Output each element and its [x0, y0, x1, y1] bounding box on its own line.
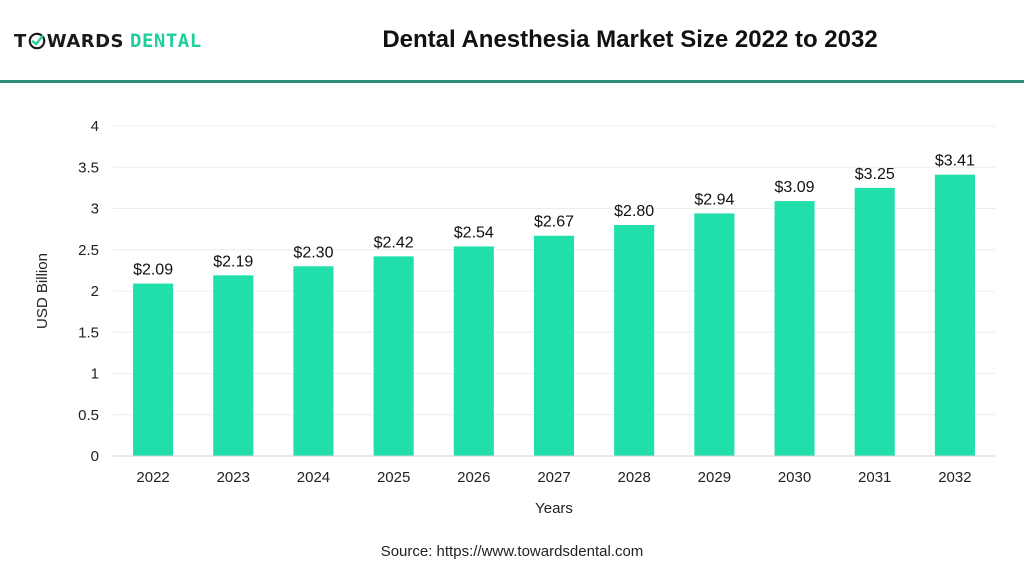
y-tick-label: 1 [91, 366, 99, 383]
y-tick-label: 2.5 [78, 242, 99, 259]
x-tick-label: 2024 [297, 469, 330, 486]
data-label: $2.19 [213, 253, 253, 270]
data-label: $3.41 [935, 153, 975, 170]
x-tick-label: 2025 [377, 469, 410, 486]
source-note: Source: https://www.towardsdental.com [380, 543, 644, 560]
y-tick-label: 3.5 [78, 159, 99, 176]
data-label: $3.09 [775, 179, 815, 196]
data-label: $2.94 [694, 191, 734, 208]
data-label: $2.30 [293, 244, 333, 261]
y-tick-label: 1.5 [78, 324, 99, 341]
bar-chart: 00.511.522.533.54 $2.09 $2.19$2.30$2.42$2… [34, 118, 995, 517]
tooth-check-icon [28, 32, 46, 50]
x-tick-label: 2023 [217, 469, 250, 486]
x-tick-label: 2029 [698, 469, 731, 486]
y-axis-title: USD Billion [34, 253, 51, 329]
bar [533, 235, 575, 456]
x-axis-title: Years [535, 500, 573, 517]
bar [774, 201, 815, 456]
brand-name-part2: WARDS [46, 30, 125, 52]
bar [293, 266, 334, 456]
bar [373, 256, 414, 456]
x-tick-label: 2031 [858, 469, 891, 486]
brand-name-part3: DENTAL [130, 30, 202, 52]
header: T WARDS DENTAL Dental Anesthesia Market … [0, 0, 1024, 83]
bar [453, 246, 494, 456]
data-label: $2.80 [614, 203, 654, 220]
data-labels: $2.09 $2.19 $2.30 $2.42 $2.54 $2.67 $2.80 $2.94… [133, 153, 975, 279]
bar [694, 213, 735, 456]
x-tick-label: 2027 [537, 469, 570, 486]
x-tick-label: 2032 [938, 469, 971, 486]
data-label: $2.67 [534, 214, 574, 231]
bar [854, 187, 895, 456]
bar [133, 283, 174, 456]
data-label: $3.25 [855, 166, 895, 183]
data-label: $2.54 [454, 224, 494, 241]
bar [934, 174, 975, 457]
y-tick-label: 2 [91, 283, 99, 300]
data-label: $2.09 [133, 262, 173, 279]
y-tick-label: 3 [91, 201, 99, 218]
chart-title: Dental Anesthesia Market Size 2022 to 20… [382, 26, 878, 53]
x-tick-label: 2022 [136, 469, 169, 486]
y-axis-ticks: 0 0.5 1 1.5 2 2.5 3 3.5 4 [78, 118, 99, 465]
y-tick-label: 4 [91, 118, 99, 135]
x-tick-label: 2028 [617, 469, 650, 486]
y-tick-label: 0.5 [78, 407, 99, 424]
bar [614, 225, 655, 456]
brand-logo: T WARDS DENTAL [14, 28, 202, 54]
bar [213, 275, 254, 456]
data-label: $2.42 [374, 234, 414, 251]
x-tick-label: 2030 [778, 469, 811, 486]
x-axis-ticks: 2022 2023 2024 2025 2026 2027 2028 2029 2030 2031… [136, 469, 971, 486]
brand-name-part1: T [14, 30, 27, 52]
y-tick-label: 0 [91, 448, 99, 465]
bars [133, 174, 975, 457]
header-divider [0, 80, 1024, 83]
x-tick-label: 2026 [457, 469, 490, 486]
